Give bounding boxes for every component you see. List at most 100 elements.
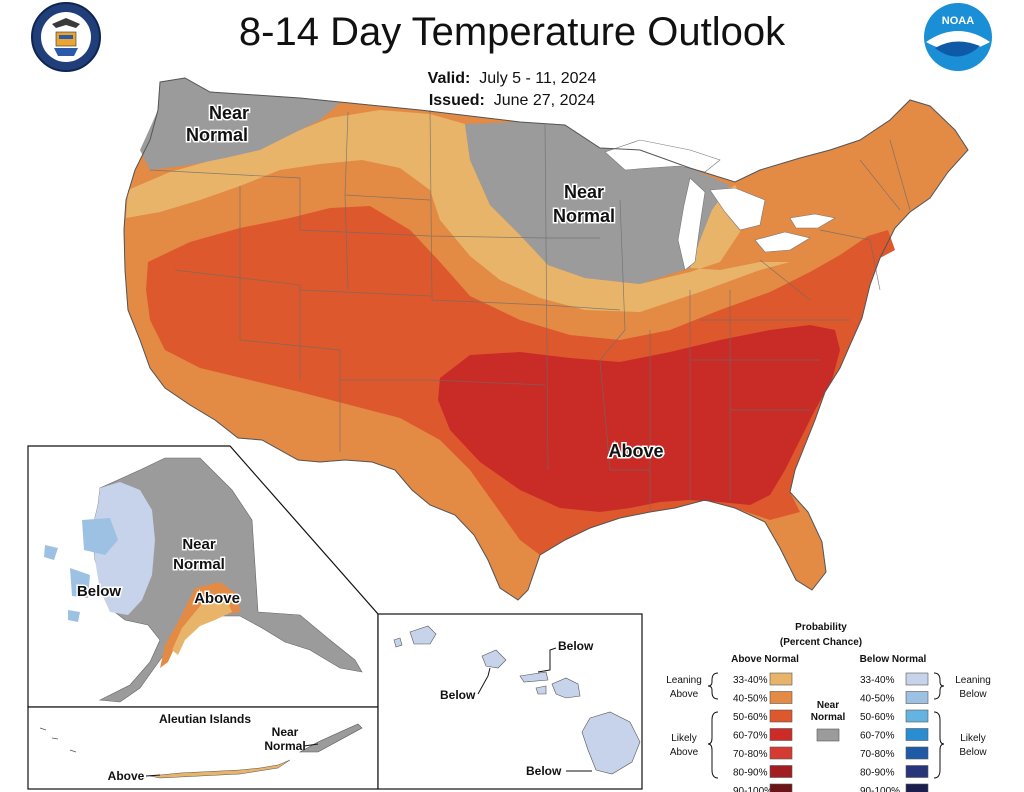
legend-above-swatch-6: [769, 783, 793, 792]
alaska-label-above: Above: [194, 590, 240, 607]
legend-above-swatch-3: [769, 728, 793, 741]
aleutian-islands-west: [39, 727, 77, 753]
legend-below-swatch-1: [905, 691, 929, 704]
aleutian-islands-gray: [298, 723, 363, 753]
hawaii-island-oahu: [481, 649, 507, 669]
legend-above-label-5: 80-90%: [733, 768, 768, 779]
hawaii-pointer-1: [537, 647, 557, 673]
legend-below-swatch-3: [905, 728, 929, 741]
conus-outline: [123, 77, 969, 601]
legend-leaning-above-line2: Above: [670, 689, 699, 700]
legend-bracket-likely-above: [707, 711, 719, 779]
legend-below-rows: 33-40% 40-50% 50-60% 60-70% 70-80% 80-90% 90-1…: [860, 672, 929, 792]
legend-below-label-0: 33-40%: [860, 675, 895, 686]
legend: Probability (Percent Chance) Above Norma…: [666, 622, 991, 792]
legend-above-swatch-4: [769, 746, 793, 760]
label-pnw-near-line2: Normal: [186, 125, 248, 145]
hawaii-label-below-2: Below: [440, 688, 476, 702]
alaska-label-below: Below: [77, 583, 122, 600]
valid-value: July 5 - 11, 2024: [479, 70, 597, 87]
legend-below-swatch-5: [905, 765, 929, 778]
legend-above-label-3: 60-70%: [733, 731, 768, 742]
legend-title-line2: (Percent Chance): [780, 637, 862, 648]
legend-near-normal-swatch: [816, 728, 840, 742]
aleutian-islands-above: [149, 759, 291, 779]
issued-label: Issued:: [428, 92, 485, 109]
label-south-above: Above: [608, 441, 663, 461]
hawaii-island-maui: [551, 677, 581, 699]
legend-likely-above-line2: Above: [670, 747, 699, 758]
hawaii-inset: Below Below Below: [377, 613, 643, 790]
legend-leaning-below-line1: Leaning: [955, 675, 991, 686]
legend-bracket-leaning-above: [707, 672, 719, 700]
label-pnw-near-line1: Near: [209, 103, 249, 123]
aleutian-label-above: Above: [108, 769, 145, 783]
alaska-label-near-line2: Normal: [173, 556, 225, 573]
alaska-label-near-line1: Near: [182, 536, 216, 553]
issued-value: June 27, 2024: [493, 92, 596, 109]
legend-title-line1: Probability: [795, 622, 847, 633]
legend-leaning-above-line1: Leaning: [666, 675, 702, 686]
legend-below-label-2: 50-60%: [860, 712, 895, 723]
legend-above-rows: 33-40% 40-50% 50-60% 60-70% 70-80% 80-90% 90-1…: [733, 672, 793, 792]
legend-above-swatch-5: [769, 765, 793, 778]
legend-above-swatch-2: [769, 709, 793, 723]
page-title: 8-14 Day Temperature Outlook: [238, 10, 786, 54]
legend-likely-below-line1: Likely: [960, 733, 986, 744]
label-midwest-near-line1: Near: [564, 182, 604, 202]
aleutian-label-near-line1: Near: [272, 725, 299, 739]
alaska-zone-below-33-40: [92, 482, 155, 615]
aleutian-near-pointer: [303, 743, 319, 747]
legend-below-label-3: 60-70%: [860, 731, 895, 742]
legend-above-label-6: 90-100%: [733, 786, 773, 792]
legend-above-swatch-1: [769, 691, 793, 704]
hawaii-island-big: [581, 711, 641, 775]
conus-zone-near-normal-pnw: [140, 78, 340, 170]
legend-below-label-4: 70-80%: [860, 749, 895, 760]
legend-below-label-6: 90-100%: [860, 786, 900, 792]
noaa-logo: NOAA: [924, 3, 992, 71]
great-lakes: [604, 139, 836, 271]
valid-dates: Valid: July 5 - 11, 2024: [0, 70, 1024, 88]
hawaii-island-molokai: [519, 671, 549, 683]
aleutian-inset: Aleutian Islands Near Normal Above: [27, 706, 379, 790]
legend-above-header: Above Normal: [731, 654, 799, 665]
legend-below-header: Below Normal: [860, 654, 927, 665]
aleutian-label-near-line2: Normal: [264, 739, 305, 753]
legend-above-label-4: 70-80%: [733, 749, 768, 760]
issued-date: Issued: June 27, 2024: [0, 92, 1024, 110]
legend-likely-below-line2: Below: [959, 747, 987, 758]
legend-above-label-2: 50-60%: [733, 712, 768, 723]
hawaii-island-lanai: [535, 685, 547, 695]
noaa-wordmark: NOAA: [942, 15, 974, 27]
legend-bracket-leaning-below: [933, 672, 945, 700]
eagle-icon: [52, 18, 80, 28]
legend-above-swatch-0: [769, 672, 793, 686]
hawaii-label-below-3: Below: [526, 764, 562, 778]
legend-leaning-below-line2: Below: [959, 689, 987, 700]
alaska-zone-above-33-40: [172, 595, 232, 655]
alaska-inset: Near Normal Below Above: [27, 445, 379, 708]
aleutian-title: Aleutian Islands: [159, 712, 251, 726]
label-midwest-near-line2: Normal: [553, 206, 615, 226]
legend-likely-above-line1: Likely: [671, 733, 697, 744]
alaska-zone-below-40-50: [44, 518, 118, 622]
conus-map: Near Normal Near Normal Above: [123, 77, 969, 601]
legend-below-label-5: 80-90%: [860, 768, 895, 779]
hawaii-island-kauai: [409, 625, 437, 645]
legend-below-label-1: 40-50%: [860, 694, 895, 705]
conus-zone-above-60-70: [438, 325, 840, 512]
conus-zone-above-33-40: [126, 110, 790, 312]
legend-near-normal-line1: Near: [817, 700, 839, 711]
legend-above-label-0: 33-40%: [733, 675, 768, 686]
commerce-seal: [31, 2, 101, 72]
legend-above-label-1: 40-50%: [733, 694, 768, 705]
valid-label: Valid:: [427, 70, 471, 87]
legend-below-swatch-2: [905, 709, 929, 723]
legend-below-swatch-0: [905, 672, 929, 686]
hawaii-island-niihau: [393, 637, 403, 648]
legend-bracket-likely-below: [933, 711, 945, 779]
legend-near-normal-line2: Normal: [811, 712, 846, 723]
state-borders: [149, 109, 911, 510]
